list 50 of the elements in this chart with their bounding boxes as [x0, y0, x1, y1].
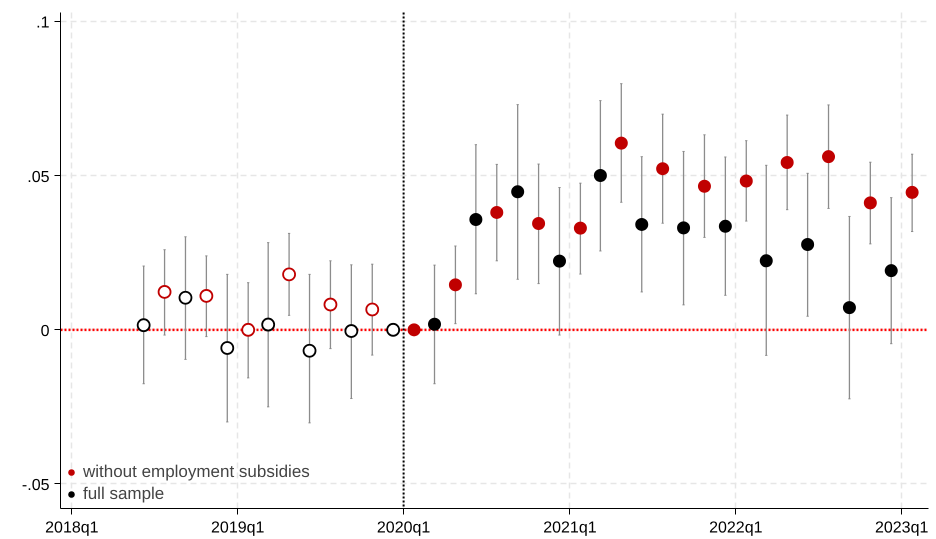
point — [864, 196, 877, 210]
x-tick-label: 2018q1 — [45, 520, 99, 536]
point — [635, 218, 648, 231]
point — [448, 278, 462, 292]
point — [490, 206, 504, 219]
point — [365, 302, 380, 316]
point — [718, 220, 732, 233]
point — [906, 186, 919, 199]
point — [344, 324, 358, 338]
point — [386, 322, 400, 337]
point — [158, 285, 172, 299]
point — [594, 168, 607, 182]
x-tick-label: 2023q1 — [874, 520, 928, 536]
x-tick-label: 2020q1 — [376, 520, 430, 536]
y-tick-label: -.05 — [22, 476, 50, 494]
point — [780, 156, 794, 170]
y-tick-label: .1 — [36, 14, 50, 32]
point — [698, 180, 711, 193]
point — [302, 344, 316, 358]
point — [511, 185, 524, 198]
point — [842, 301, 856, 314]
point — [552, 254, 566, 268]
point — [408, 323, 421, 336]
point — [261, 318, 276, 332]
point — [282, 267, 296, 282]
point — [241, 322, 256, 337]
point — [574, 222, 587, 235]
point — [656, 162, 670, 176]
point — [136, 318, 151, 332]
point — [199, 289, 214, 303]
legend-label: full sample — [83, 484, 164, 504]
x-tick-label: 2022q1 — [709, 520, 763, 536]
point — [677, 221, 690, 234]
legend-label: without employment subsidies — [83, 462, 310, 482]
point — [178, 290, 192, 305]
point — [532, 217, 546, 230]
point — [884, 264, 898, 278]
point — [801, 238, 814, 251]
point — [428, 318, 442, 331]
point — [614, 136, 628, 150]
y-tick-label: .05 — [27, 168, 50, 186]
point — [822, 150, 836, 164]
point — [220, 341, 234, 355]
point — [469, 213, 482, 226]
point — [760, 254, 773, 268]
x-tick-label: 2021q1 — [543, 520, 597, 536]
point — [324, 298, 338, 312]
point — [740, 174, 753, 188]
y-tick-label: 0 — [40, 322, 50, 340]
x-tick-label: 2019q1 — [211, 520, 265, 536]
